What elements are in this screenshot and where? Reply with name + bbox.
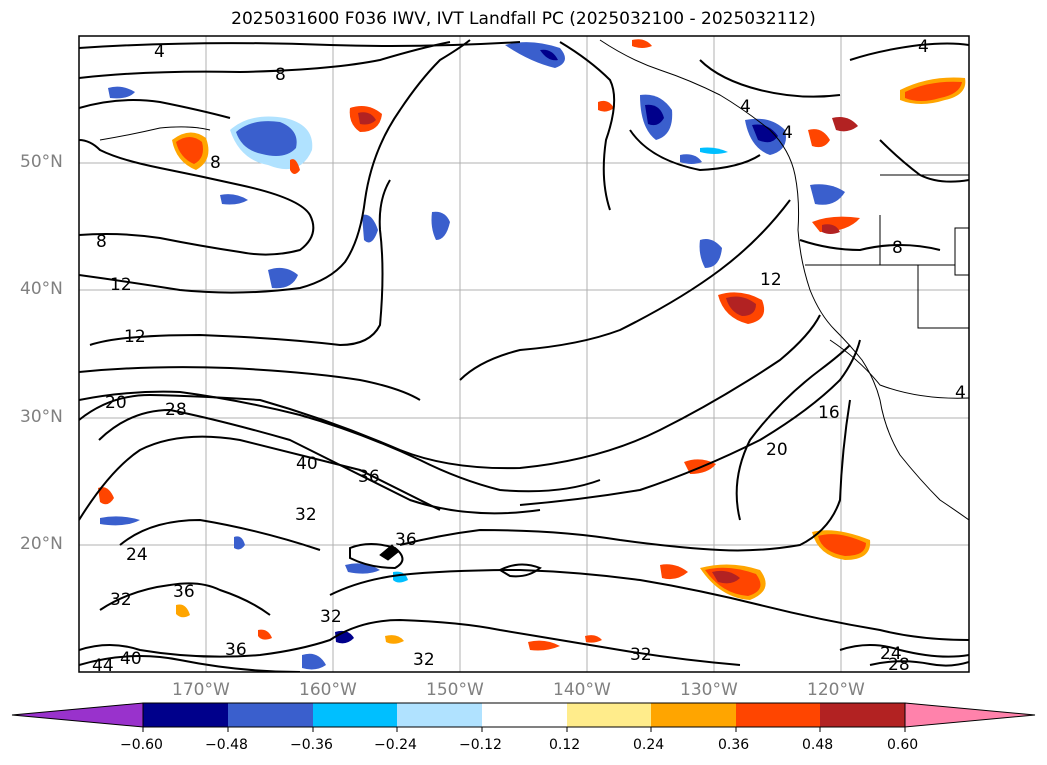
- contour-label: 32: [320, 607, 342, 627]
- contour-label: 8: [892, 238, 903, 258]
- lon-label-160w: 160°W: [299, 680, 357, 700]
- colorbar-segment: [567, 703, 651, 727]
- contour-label: 4: [782, 123, 793, 143]
- contour-label: 8: [210, 153, 221, 173]
- contour-label: 36: [173, 582, 195, 602]
- colorbar-tick-label: −0.24: [374, 737, 417, 753]
- colorbar-tick-label: −0.12: [459, 737, 502, 753]
- contour-label: 32: [413, 650, 435, 670]
- colorbar-segment: [482, 703, 567, 727]
- contour-label: 32: [630, 645, 652, 665]
- contour-label: 24: [126, 545, 148, 565]
- contour-label: 36: [225, 640, 247, 660]
- contour-label: 36: [395, 530, 417, 550]
- negative-anomaly-patches: [100, 42, 845, 670]
- contour-label: 44: [92, 656, 114, 676]
- lat-label-50n: 50°N: [20, 152, 63, 172]
- contour-label: 40: [120, 649, 142, 669]
- colorbar-segment: [651, 703, 736, 727]
- colorbar-tick-label: 0.24: [633, 737, 665, 753]
- lon-label-170w: 170°W: [172, 680, 230, 700]
- lon-label-140w: 140°W: [553, 680, 611, 700]
- iwv-contours: [79, 39, 969, 672]
- contour-label: 40: [296, 454, 318, 474]
- gridlines: [79, 36, 969, 672]
- contour-label: 28: [888, 655, 910, 675]
- colorbar-tick-label: −0.60: [120, 737, 163, 753]
- contour-label: 36: [358, 467, 380, 487]
- colorbar-tick-label: −0.36: [290, 737, 333, 753]
- lon-label-130w: 130°W: [680, 680, 738, 700]
- contour-labels: 4 8 8 8 12 12 12 16 20 20 24 24 28 28 32…: [92, 37, 966, 676]
- contour-label: 4: [740, 97, 751, 117]
- colorbar-segment: [313, 703, 397, 727]
- colorbar-segment: [397, 703, 482, 727]
- colorbar-segment: [228, 703, 313, 727]
- contour-label: 32: [295, 505, 317, 525]
- colorbar-extend-right: [904, 702, 1036, 728]
- colorbar-tick-label: 0.60: [887, 737, 919, 753]
- contour-label: 12: [124, 327, 146, 347]
- lat-label-20n: 20°N: [20, 534, 63, 554]
- colorbar-extend-left: [11, 702, 144, 728]
- contour-label: 28: [165, 400, 187, 420]
- contour-label: 8: [275, 65, 286, 85]
- contour-label: 4: [918, 37, 929, 57]
- contour-label: 32: [110, 590, 132, 610]
- lon-label-150w: 150°W: [426, 680, 484, 700]
- colorbar: [11, 702, 1036, 732]
- contour-label: 12: [110, 275, 132, 295]
- map-frame: [78, 35, 970, 673]
- contour-label: 20: [105, 393, 127, 413]
- map-title: 2025031600 F036 IWV, IVT Landfall PC (20…: [231, 9, 816, 29]
- lat-label-40n: 40°N: [20, 279, 63, 299]
- lat-label-30n: 30°N: [20, 407, 63, 427]
- coastlines: [99, 39, 969, 561]
- colorbar-tick-label: 0.36: [718, 737, 750, 753]
- contour-label: 4: [154, 42, 165, 62]
- positive-anomaly-patches: [98, 39, 966, 651]
- colorbar-segment: [736, 703, 820, 727]
- colorbar-tick-label: 0.12: [549, 737, 581, 753]
- contour-label: 20: [766, 440, 788, 460]
- contour-label: 24: [880, 644, 902, 664]
- contour-label: 12: [760, 270, 782, 290]
- colorbar-tick-label: −0.48: [205, 737, 248, 753]
- colorbar-segment: [820, 703, 905, 727]
- contour-label: 8: [96, 232, 107, 252]
- lon-label-120w: 120°W: [807, 680, 865, 700]
- contour-label: 4: [955, 383, 966, 403]
- colorbar-tick-label: 0.48: [802, 737, 834, 753]
- map-area: [79, 36, 969, 672]
- contour-label: 16: [818, 403, 840, 423]
- colorbar-segment: [143, 703, 228, 727]
